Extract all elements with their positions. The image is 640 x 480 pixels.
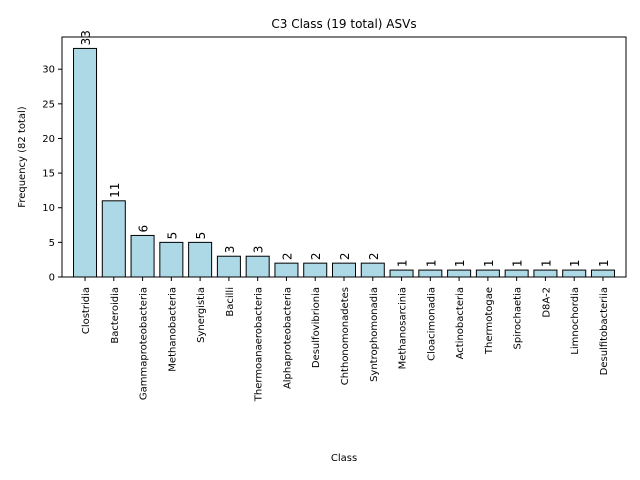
bar — [562, 269, 587, 278]
x-tick-label: Synergistia — [196, 287, 207, 343]
x-tick-label: Methanobacteria — [167, 287, 178, 372]
data-label: 6 — [137, 225, 151, 233]
bar — [216, 255, 241, 278]
bar — [389, 269, 414, 278]
x-tick-label: Actinobacteria — [455, 287, 466, 359]
y-tick-label: 5 — [49, 238, 55, 249]
bar — [475, 269, 500, 278]
bar — [188, 241, 213, 278]
data-label: 1 — [396, 259, 410, 267]
x-tick-label: Cloacimonadia — [426, 287, 437, 361]
bar — [303, 262, 328, 278]
data-label: 2 — [280, 253, 294, 261]
x-tick-label: Alphaproteobacteria — [282, 287, 293, 389]
bar — [101, 200, 126, 278]
x-axis-title: Class — [331, 453, 357, 464]
y-tick-label: 30 — [42, 65, 55, 76]
data-label: 3 — [252, 246, 266, 254]
bar — [73, 47, 98, 278]
data-label: 1 — [424, 259, 438, 267]
data-label: 1 — [511, 259, 525, 267]
x-tick-label: D8A-2 — [541, 287, 552, 318]
y-tick-label: 25 — [42, 99, 55, 110]
x-tick-label: Bacteroidia — [110, 287, 121, 344]
x-tick-label: Limnochordia — [570, 287, 581, 355]
y-tick-label: 15 — [42, 169, 55, 180]
y-tick-label: 10 — [42, 203, 55, 214]
bar — [331, 262, 357, 278]
y-tick-label: 0 — [49, 273, 55, 284]
x-tick-label: Desulfitobacteriia — [599, 287, 610, 375]
chart-title: C3 Class (19 total) ASVs — [271, 17, 416, 31]
y-tick-label: 20 — [42, 134, 55, 145]
data-label: 1 — [482, 259, 496, 267]
data-label: 1 — [453, 259, 467, 267]
bar — [274, 262, 299, 278]
data-label: 1 — [539, 259, 553, 267]
y-axis-title: Frequency (82 total) — [17, 106, 28, 208]
data-label: 1 — [568, 259, 582, 267]
y-axis-ticks: 0 5 10 15 20 25 30 — [42, 65, 62, 284]
x-tick-label: Chthonomonadetes — [340, 287, 351, 385]
bar — [159, 241, 184, 278]
data-label: 11 — [108, 183, 122, 198]
data-label: 2 — [338, 253, 352, 261]
data-label: 2 — [367, 253, 381, 261]
x-tick-label: Desulfovibrionia — [311, 287, 322, 368]
bar — [590, 269, 615, 278]
bar — [418, 269, 443, 278]
bar — [360, 262, 385, 278]
bar — [447, 269, 472, 278]
x-tick-label: Bacilli — [225, 287, 236, 317]
bar — [504, 269, 529, 278]
bars-group — [73, 47, 615, 278]
data-label: 5 — [165, 232, 179, 240]
x-axis-ticks: Clostridia Bacteroidia Gammaproteobacteria… — [81, 277, 610, 402]
data-label: 1 — [597, 259, 611, 267]
data-label: 33 — [79, 30, 93, 45]
data-label: 5 — [194, 232, 208, 240]
x-tick-label: Clostridia — [81, 287, 92, 334]
x-tick-label: Thermotogae — [484, 287, 495, 355]
data-label: 3 — [223, 246, 237, 254]
x-tick-label: Methanosarcinia — [398, 287, 409, 369]
x-tick-label: Syntrophomonadia — [369, 287, 380, 382]
data-label: 2 — [309, 253, 323, 261]
bar — [130, 234, 155, 278]
bar — [245, 255, 270, 278]
x-tick-label: Thermoanaerobacteria — [254, 287, 265, 402]
x-tick-label: Gammaproteobacteria — [139, 287, 150, 400]
x-tick-label: Spirochaetia — [513, 287, 524, 349]
bar — [533, 269, 558, 278]
plot-frame — [61, 36, 627, 278]
